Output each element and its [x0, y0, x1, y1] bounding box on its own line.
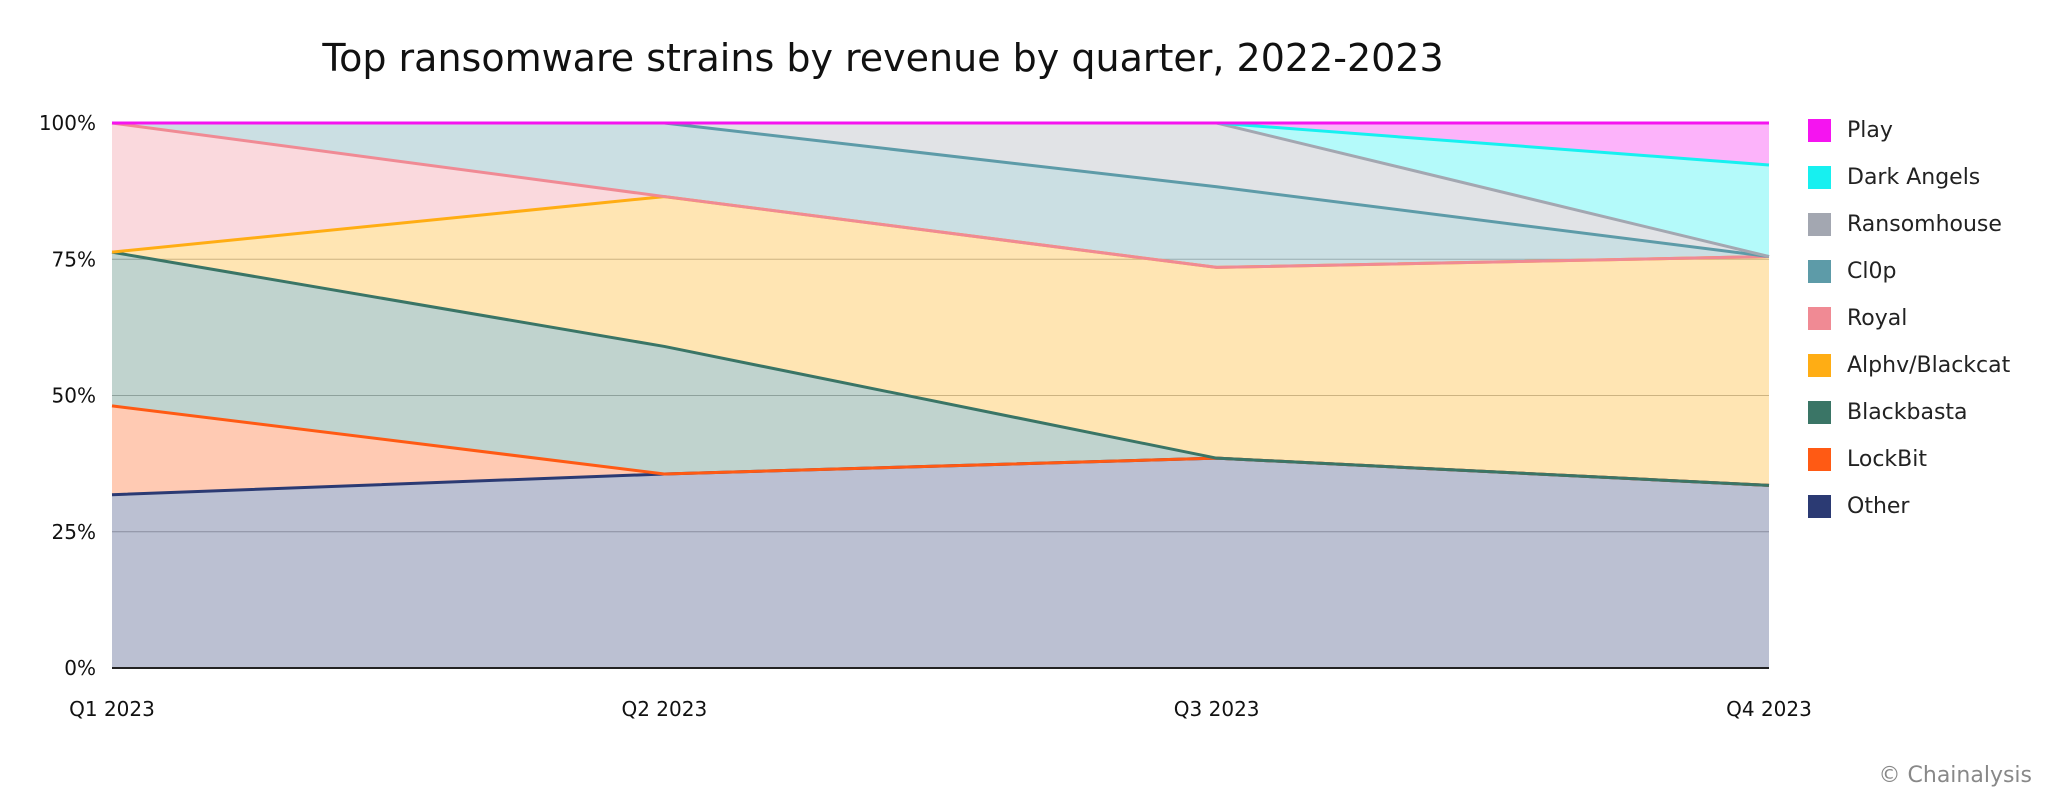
area-royal [112, 123, 1769, 268]
line-royal [111, 121, 1770, 269]
legend-item-other[interactable]: Other [1808, 483, 2010, 530]
area-lockbit [112, 405, 1769, 495]
y-tick-label: 100% [39, 111, 96, 135]
line-blackbasta [111, 250, 1770, 487]
area-other [112, 458, 1769, 668]
legend-label: Other [1847, 494, 1910, 519]
legend-swatch [1808, 307, 1831, 330]
y-tick-label: 0% [64, 656, 96, 680]
source-credit: © Chainalysis [1878, 763, 2032, 788]
y-tick-label: 75% [52, 247, 96, 271]
legend-swatch [1808, 119, 1831, 142]
series-lines [111, 121, 1770, 497]
legend-swatch [1808, 448, 1831, 471]
legend-item-dark-angels[interactable]: Dark Angels [1808, 154, 2010, 201]
legend-swatch [1808, 495, 1831, 518]
legend-label: Ransomhouse [1847, 212, 2002, 237]
area-series [112, 123, 1769, 668]
legend-item-blackbasta[interactable]: Blackbasta [1808, 389, 2010, 436]
x-tick-label: Q4 2023 [1726, 697, 1812, 721]
x-tick-label: Q1 2023 [69, 697, 155, 721]
x-tick-label: Q2 2023 [621, 697, 707, 721]
legend-swatch [1808, 260, 1831, 283]
legend-label: Cl0p [1847, 259, 1897, 284]
legend-swatch [1808, 166, 1831, 189]
area-cl0p [112, 123, 1769, 268]
y-tick-label: 50% [52, 384, 96, 408]
legend: Play Dark Angels Ransomhouse Cl0p Royal … [1808, 107, 2010, 530]
y-tick-label: 25% [52, 520, 96, 544]
legend-swatch [1808, 401, 1831, 424]
legend-label: LockBit [1847, 447, 1927, 472]
legend-item-play[interactable]: Play [1808, 107, 2010, 154]
area-blackbasta [112, 252, 1769, 486]
axes: 0% 25% 50% 75% 100% Q1 2023 Q2 2023 Q3 2023 Q4 2… [39, 111, 1812, 721]
legend-swatch [1808, 354, 1831, 377]
legend-item-lockbit[interactable]: LockBit [1808, 436, 2010, 483]
legend-label: Royal [1847, 306, 1908, 331]
legend-swatch [1808, 213, 1831, 236]
legend-item-alphv-blackcat[interactable]: Alphv/Blackcat [1808, 342, 2010, 389]
legend-item-cl0p[interactable]: Cl0p [1808, 248, 2010, 295]
chart-title: Top ransomware strains by revenue by qua… [322, 36, 1444, 80]
legend-label: Alphv/Blackcat [1847, 353, 2011, 378]
legend-item-royal[interactable]: Royal [1808, 295, 2010, 342]
area-alphv-blackcat [112, 196, 1769, 486]
legend-label: Dark Angels [1847, 165, 1981, 190]
x-tick-label: Q3 2023 [1174, 697, 1260, 721]
legend-item-ransomhouse[interactable]: Ransomhouse [1808, 201, 2010, 248]
legend-label: Play [1847, 118, 1893, 143]
legend-label: Blackbasta [1847, 400, 1968, 425]
